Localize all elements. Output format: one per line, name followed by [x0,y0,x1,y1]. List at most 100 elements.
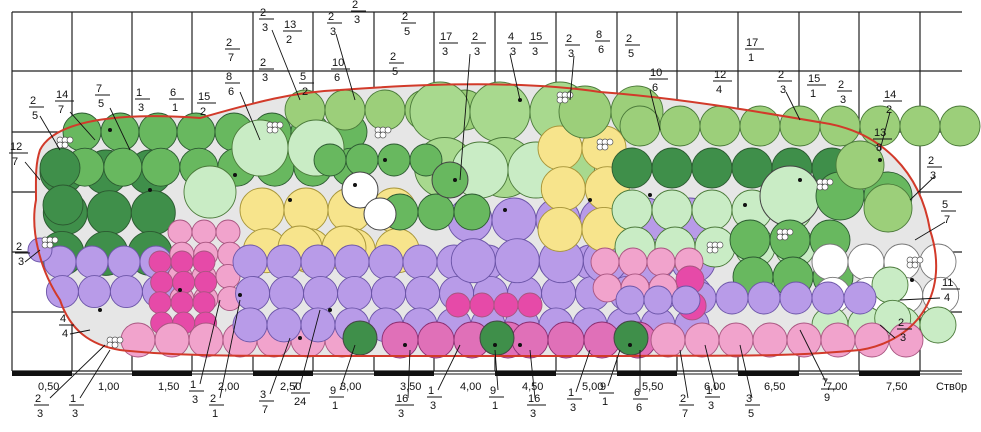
hot-pink-plant [170,250,194,274]
dark-green-shrub [613,320,649,356]
lavender-plant [843,281,877,315]
fraction-label: 25 [625,33,640,60]
fraction-label: 23 [927,155,942,182]
gravel [781,233,789,241]
fraction-numerator: 9 [600,381,606,393]
dark-green-shrub [611,147,653,189]
fraction-denominator: 7 [944,214,950,226]
yellow-plant [239,187,285,233]
lavender-plant [232,244,268,280]
fraction-denominator: 5 [404,26,410,38]
plant-center-dot [233,173,237,177]
lavender-plant [300,244,336,280]
leader-line [899,297,941,301]
fraction-numerator: 7 [96,83,102,95]
leader-line [39,115,61,151]
pink-plant [646,247,676,277]
fraction-denominator: 3 [18,256,24,268]
fraction-numerator: 3 [746,393,752,405]
fraction-denominator: 3 [72,408,78,420]
fraction-label: 86 [225,71,240,98]
white-plant [341,171,379,209]
plant-center-dot [328,308,332,312]
olive-shrub [779,105,821,147]
fraction-denominator: 3 [510,46,516,58]
lavender-plant [109,275,143,309]
lavender-plant [303,276,338,311]
scale-tick-label: 7,00 [826,381,847,393]
gravel [786,228,794,236]
gravel [601,143,609,151]
dark-green-shrub [342,320,378,356]
yellow-plant [283,187,329,233]
plant-center-dot [910,278,914,282]
fraction-numerator: 2 [778,69,784,81]
fraction-denominator: 4 [716,84,722,96]
white-plant [919,243,957,281]
scale-bar: 0,50 1,00 1,50 2,00 2,50 3,00 3,50 4,00 4,50 5,00… [12,371,967,393]
plant-center-dot [238,293,242,297]
plant-center-dot [518,343,522,347]
plant-center-dot [743,203,747,207]
fraction-label: 23 [259,7,274,34]
fraction-label: 23 [471,31,486,58]
fraction-label: 23 [897,317,912,344]
fraction-numerator: 2 [260,7,266,19]
leader-line [219,299,241,399]
plant-center-dot [503,208,507,212]
fraction-numerator: 2 [35,393,41,405]
olive-shrub [619,105,661,147]
green-shrub [417,193,455,231]
fraction-denominator: 3 [37,408,43,420]
fraction-numerator: 12 [714,69,726,81]
fraction-denominator: 2 [302,86,308,98]
fraction-label: 91 [489,385,504,412]
fraction-numerator: 2 [390,51,396,63]
lavender-plant [269,276,304,311]
leader-line [271,29,301,101]
gravel [821,183,829,191]
pink-plant [167,219,193,245]
lavender-plant [811,281,845,315]
fraction-numerator: 4 [508,31,514,43]
leader-line [909,175,936,201]
plant-center-dot [493,343,497,347]
fraction-label: 43 [507,31,522,58]
leader-line [509,53,521,101]
olive-shrub [835,140,885,190]
fraction-numerator: 1 [190,379,196,391]
pink-plant [786,322,822,358]
scale-segment [12,371,72,376]
fraction-numerator: 10 [332,57,344,69]
fraction-numerator: 17 [440,31,452,43]
pale-green-shrub [651,189,693,231]
light-green-shrub [469,81,531,143]
leader-line [575,349,591,393]
fraction-label: 171 [745,37,764,64]
lavender-plant [491,197,537,243]
fraction-label: 52 [299,71,314,98]
fraction-denominator: 5 [392,66,398,78]
fraction-label: 66 [633,387,648,414]
lavender-plant [45,275,79,309]
scale-tick-label: 1,00 [98,381,119,393]
fraction-denominator: 7 [58,104,64,116]
fraction-label: 21 [209,393,224,420]
fraction-denominator: 3 [262,72,268,84]
fraction-denominator: 4 [62,328,68,340]
plant-center-dot [648,193,652,197]
fraction-label: 106 [331,57,350,84]
fraction-label: 44 [59,313,74,340]
pink-plant [191,219,217,245]
pale-green-shrub [611,189,653,231]
gravel [384,126,392,134]
fraction-numerator: 15 [530,31,542,43]
leader-line [649,89,661,131]
fraction-numerator: 2 [566,33,572,45]
fraction-numerator: 11 [942,277,953,289]
fraction-numerator: 4 [60,313,66,325]
fraction-denominator: 1 [492,400,498,412]
lavender-plant [779,281,813,315]
gravel [379,131,387,139]
pink-plant [718,322,754,358]
